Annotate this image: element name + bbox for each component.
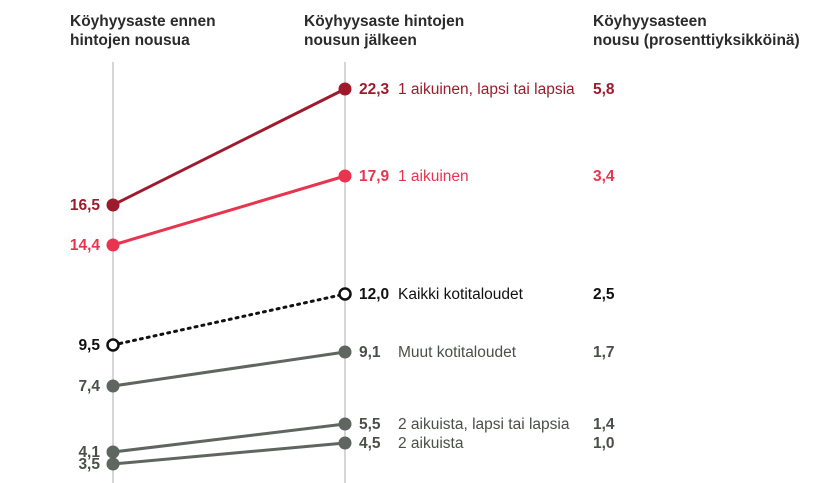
value-label-after-1: 17,9 xyxy=(359,168,390,185)
point-after-0 xyxy=(338,82,352,96)
point-before-5 xyxy=(106,457,120,471)
point-before-2 xyxy=(106,338,120,352)
series-name-label-1: 1 aikuinen xyxy=(398,168,469,185)
header-after: Köyhyysaste hintojen nousun jälkeen xyxy=(304,13,465,49)
series-name-label-3: Muut kotitaloudet xyxy=(398,344,517,361)
change-label-4: 1,4 xyxy=(593,416,615,433)
point-after-4 xyxy=(338,417,352,431)
value-label-after-4: 5,5 xyxy=(359,416,381,433)
point-after-2 xyxy=(338,287,352,301)
point-after-1 xyxy=(338,169,352,183)
value-label-before-0: 16,5 xyxy=(70,197,101,214)
change-label-0: 5,8 xyxy=(593,81,615,98)
value-label-after-2: 12,0 xyxy=(359,286,389,303)
point-after-5 xyxy=(338,436,352,450)
point-before-3 xyxy=(106,379,120,393)
series-name-label-2: Kaikki kotitaloudet xyxy=(398,286,524,303)
point-before-0 xyxy=(106,198,120,212)
change-label-3: 1,7 xyxy=(593,344,615,361)
chart-marks: 16,5 22,3 1 aikuinen, lapsi tai lapsia 5,8 1… xyxy=(70,81,615,473)
series-name-label-4: 2 aikuista, lapsi tai lapsia xyxy=(398,416,570,433)
value-label-before-5: 3,5 xyxy=(78,456,100,473)
value-label-after-0: 22,3 xyxy=(359,81,390,98)
value-label-before-3: 7,4 xyxy=(78,378,100,395)
change-label-2: 2,5 xyxy=(593,286,615,303)
change-label-5: 1,0 xyxy=(593,435,615,452)
header-change: Köyhyysasteen nousu (prosenttiyksikköinä… xyxy=(593,13,800,49)
value-label-after-5: 4,5 xyxy=(359,435,381,452)
series-line-4 xyxy=(111,422,347,454)
point-before-4 xyxy=(106,445,120,459)
change-label-1: 3,4 xyxy=(593,168,615,185)
series-name-label-0: 1 aikuinen, lapsi tai lapsia xyxy=(398,81,575,98)
series-line-0 xyxy=(111,87,347,207)
point-before-1 xyxy=(106,238,120,252)
series-line-5 xyxy=(111,441,347,466)
series-line-1 xyxy=(111,174,347,247)
value-label-after-3: 9,1 xyxy=(359,344,381,361)
series-line-2 xyxy=(111,292,347,347)
value-label-before-1: 14,4 xyxy=(70,237,101,254)
series-line-3 xyxy=(111,350,347,388)
series-name-label-5: 2 aikuista xyxy=(398,435,464,452)
value-label-before-4: 4,1 xyxy=(78,444,100,461)
value-label-before-2: 9,5 xyxy=(78,337,100,354)
point-after-3 xyxy=(338,345,352,359)
header-before: Köyhyysaste ennen hintojen nousua xyxy=(70,13,216,49)
